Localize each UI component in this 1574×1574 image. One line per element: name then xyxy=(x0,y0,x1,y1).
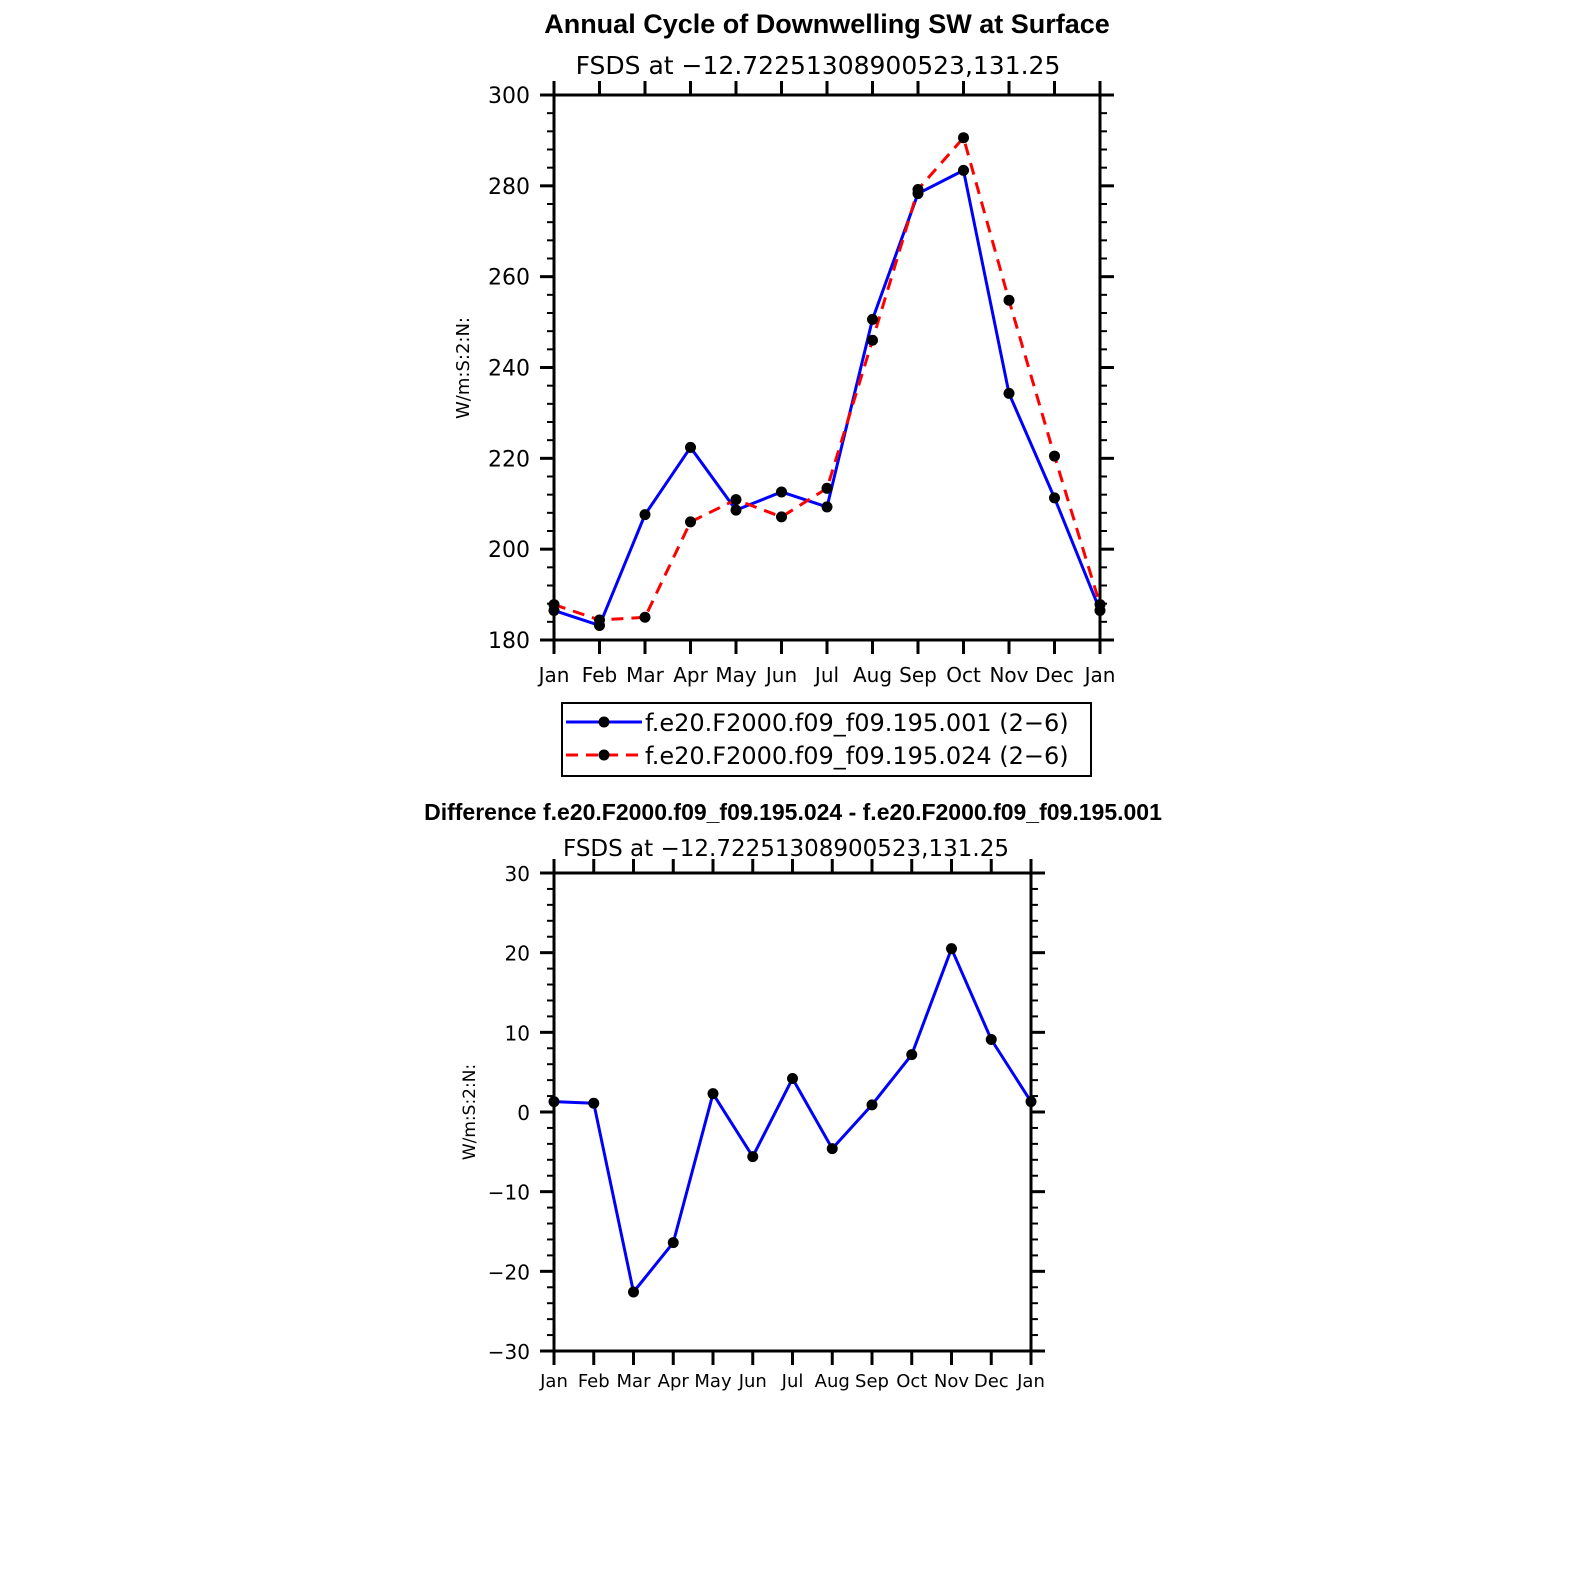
bottom-series-1-point xyxy=(588,1097,600,1109)
top-series-line-2 xyxy=(553,136,1102,622)
top-y-tick-label: 200 xyxy=(488,538,530,563)
top-series-1-point xyxy=(958,164,969,176)
top-series-1-point xyxy=(821,501,833,513)
bottom-y-tick-label: −20 xyxy=(488,1260,530,1284)
bottom-series-1-point xyxy=(826,1143,838,1155)
legend-label-2: f.e20.F2000.f09_f09.195.024 (2−6) xyxy=(645,742,1069,770)
bottom-y-tick-label: 10 xyxy=(505,1021,530,1045)
top-series-2-point xyxy=(548,599,560,611)
bottom-y-tick-label: −10 xyxy=(488,1181,530,1205)
bottom-series-1-point xyxy=(787,1073,798,1085)
top-plot-area: 180 200 220 240 260 280 300 Jan Feb Mar Apr May Jun J… xyxy=(488,81,1115,687)
top-series-1-point xyxy=(776,486,787,498)
top-y-tick-label: 280 xyxy=(488,175,530,200)
top-chart-y-label: W/m:S:2:N: xyxy=(453,317,474,419)
bottom-series-1-point xyxy=(906,1049,918,1061)
bottom-series-line-1 xyxy=(553,947,1033,1294)
top-chart-title: Annual Cycle of Downwelling SW at Surfac… xyxy=(544,9,1110,39)
top-x-tick-label: Aug xyxy=(853,663,892,687)
top-x-tick-label: Jul xyxy=(813,663,839,687)
top-series-2-point xyxy=(1049,450,1060,462)
bottom-x-tick-label: Nov xyxy=(934,1371,969,1392)
top-series-2-point xyxy=(594,614,605,626)
bottom-series-1-point xyxy=(707,1088,719,1100)
top-series-1-point xyxy=(639,509,651,521)
top-x-tick-label: Jan xyxy=(537,663,570,687)
bottom-series-1-point xyxy=(946,943,957,955)
bottom-plot-frame xyxy=(552,871,1033,1353)
bottom-x-tick-label: Jul xyxy=(781,1371,804,1392)
bottom-x-tick-label: Dec xyxy=(974,1371,1009,1392)
bottom-x-tick-label: Aug xyxy=(815,1371,850,1392)
top-series-1-point xyxy=(730,504,742,516)
bottom-x-tick-label: Sep xyxy=(855,1371,889,1392)
bottom-y-tick-label: 20 xyxy=(505,942,530,966)
top-series-2-point xyxy=(685,516,696,528)
top-series-2-point xyxy=(776,511,787,523)
top-x-tick-label: Jan xyxy=(1083,663,1116,687)
bottom-x-tick-label: Jun xyxy=(738,1371,767,1392)
bottom-chart-title: Difference f.e20.F2000.f09_f09.195.024 -… xyxy=(424,799,1162,825)
bottom-y-tick-label: 30 xyxy=(505,862,530,886)
top-x-tick-label: Sep xyxy=(899,663,937,687)
top-y-tick-label: 300 xyxy=(488,84,530,109)
top-series-2-point xyxy=(1094,599,1106,611)
top-x-tick-label: May xyxy=(715,663,757,687)
top-y-tick-label: 220 xyxy=(488,447,530,472)
legend-label-1: f.e20.F2000.f09_f09.195.001 (2−6) xyxy=(645,709,1069,737)
top-x-tick-label: Oct xyxy=(946,663,981,687)
bottom-x-tick-label: May xyxy=(694,1371,732,1392)
top-x-tick-label: Mar xyxy=(626,663,665,687)
bottom-chart-subtitle: FSDS at −12.72251308900523,131.25 xyxy=(563,836,1009,862)
bottom-series-1-point xyxy=(548,1096,560,1108)
bottom-y-tick-label: −30 xyxy=(488,1340,530,1364)
top-x-tick-label: Apr xyxy=(673,663,708,687)
top-series-1-point xyxy=(1049,492,1060,504)
bottom-series-1-point xyxy=(1025,1096,1037,1108)
top-series-1-point xyxy=(685,441,696,453)
top-series-2-point xyxy=(730,494,742,506)
bottom-series-1-point xyxy=(628,1286,639,1298)
bottom-x-tick-label: Oct xyxy=(896,1371,927,1392)
bottom-series-1-point xyxy=(667,1237,679,1249)
top-series-2-point xyxy=(958,132,969,144)
top-x-tick-label: Dec xyxy=(1035,663,1074,687)
top-y-tick-label: 180 xyxy=(488,629,530,654)
top-series-1-point xyxy=(1003,387,1015,399)
bottom-x-tick-label: Jan xyxy=(539,1371,568,1392)
top-series-1-point xyxy=(867,313,878,325)
top-plot-frame xyxy=(552,93,1102,642)
top-chart-subtitle: FSDS at −12.72251308900523,131.25 xyxy=(576,51,1061,80)
bottom-x-tick-label: Mar xyxy=(617,1371,652,1392)
top-x-tick-label: Nov xyxy=(989,663,1028,687)
bottom-x-tick-label: Jan xyxy=(1016,1371,1045,1392)
legend-marker-1 xyxy=(598,716,610,728)
bottom-x-tick-label: Apr xyxy=(658,1371,690,1392)
top-series-2-point xyxy=(1003,294,1015,306)
top-series-2-point xyxy=(639,611,651,623)
top-x-tick-label: Feb xyxy=(582,663,617,687)
top-y-tick-label: 240 xyxy=(488,357,530,382)
legend-marker-2 xyxy=(598,749,610,761)
bottom-series-1-point xyxy=(866,1099,878,1111)
top-series-2-point xyxy=(821,482,833,494)
top-series-2-point xyxy=(912,183,924,195)
top-y-tick-label: 260 xyxy=(488,266,530,291)
legend-box xyxy=(561,702,1092,777)
bottom-series-1-point xyxy=(747,1151,759,1163)
bottom-series-1-point xyxy=(985,1034,997,1046)
top-series-line-1 xyxy=(553,168,1102,627)
bottom-x-tick-label: Feb xyxy=(578,1371,610,1392)
top-x-tick-label: Jun xyxy=(764,663,797,687)
top-chart-legend: f.e20.F2000.f09_f09.195.001 (2−6) f.e20.F… xyxy=(561,702,1092,777)
bottom-plot-area: −30 −20 −10 0 10 20 30 Jan Feb Mar Apr May Jun Jul Aug… xyxy=(488,859,1045,1392)
bottom-chart-y-label: W/m:S:2:N: xyxy=(460,1064,480,1160)
top-series-2-point xyxy=(867,334,878,346)
bottom-y-tick-label: 0 xyxy=(517,1101,530,1125)
